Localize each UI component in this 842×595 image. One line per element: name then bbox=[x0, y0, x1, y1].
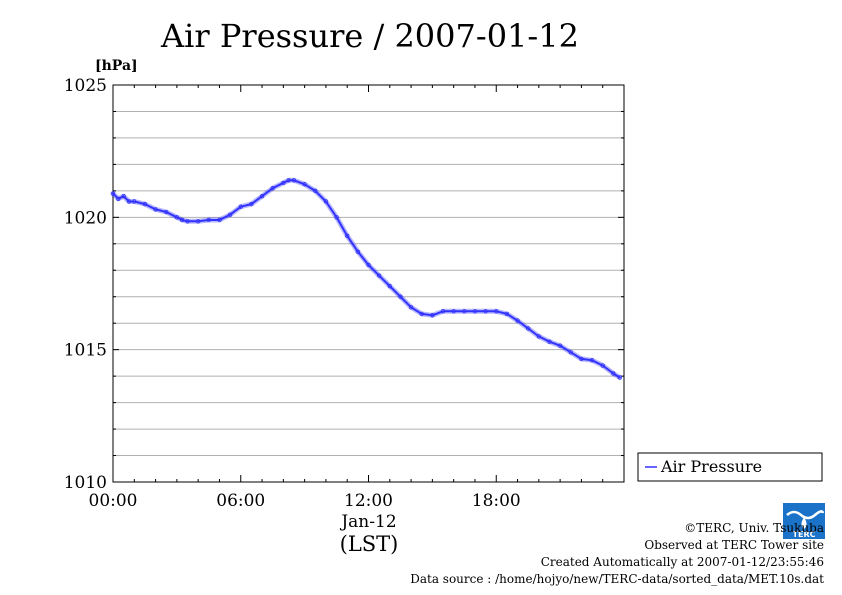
data-point bbox=[334, 215, 339, 220]
y-tick-label: 1025 bbox=[64, 76, 107, 96]
data-point bbox=[302, 182, 307, 187]
data-point bbox=[579, 356, 584, 362]
legend-box bbox=[637, 452, 823, 482]
data-point bbox=[195, 219, 201, 224]
x-tick-labels: 00:00 06:00 12:00 18:00 bbox=[89, 491, 521, 511]
credit-observed: Observed at TERC Tower site bbox=[644, 538, 824, 552]
x-tick-label: 18:00 bbox=[472, 491, 521, 511]
data-point bbox=[345, 233, 350, 239]
data-point bbox=[430, 313, 435, 318]
y-tick-labels: 1010 1015 1020 1025 bbox=[64, 76, 107, 493]
x-tick-label: 12:00 bbox=[344, 491, 393, 511]
data-point bbox=[270, 186, 275, 191]
data-point bbox=[249, 201, 254, 207]
data-point bbox=[116, 196, 121, 202]
data-point bbox=[323, 199, 329, 204]
series-line bbox=[112, 179, 621, 379]
data-point bbox=[366, 262, 371, 268]
data-point bbox=[568, 350, 573, 355]
data-point bbox=[483, 309, 488, 314]
data-point bbox=[504, 311, 510, 317]
x-tick-label: 06:00 bbox=[216, 491, 265, 511]
x-axis-date-label: Jan-12 bbox=[339, 512, 396, 532]
data-point bbox=[376, 273, 382, 278]
data-point bbox=[259, 193, 265, 199]
data-point bbox=[142, 201, 148, 207]
data-point bbox=[126, 199, 132, 204]
data-point bbox=[494, 309, 499, 314]
y-tick-label: 1010 bbox=[64, 473, 107, 493]
series-layer bbox=[110, 177, 623, 380]
data-point bbox=[313, 188, 318, 194]
data-point bbox=[440, 309, 446, 314]
data-point bbox=[451, 309, 456, 314]
data-point bbox=[589, 358, 595, 363]
data-point bbox=[600, 363, 605, 368]
series-halo bbox=[110, 177, 623, 380]
chart-title: Air Pressure / 2007-01-12 bbox=[160, 17, 579, 55]
data-point bbox=[547, 339, 552, 344]
y-tick-label: 1020 bbox=[64, 208, 107, 228]
plot-frame bbox=[112, 84, 625, 483]
data-point bbox=[387, 283, 392, 289]
logo-wave bbox=[786, 510, 825, 520]
data-point bbox=[206, 217, 212, 223]
data-point bbox=[164, 209, 169, 215]
data-point bbox=[281, 180, 286, 186]
x-tick-label: 00:00 bbox=[89, 491, 138, 511]
data-point bbox=[462, 309, 467, 314]
data-point bbox=[472, 309, 478, 314]
data-point bbox=[174, 215, 180, 220]
data-point bbox=[153, 207, 158, 212]
credit-source: Data source : /home/hojyo/new/TERC-data/… bbox=[410, 572, 824, 586]
legend-label: Air Pressure bbox=[660, 457, 762, 476]
data-point bbox=[121, 193, 126, 199]
y-axis-unit-label: [hPa] bbox=[95, 58, 138, 74]
data-point bbox=[110, 191, 116, 196]
logo-text: TERC bbox=[793, 530, 816, 539]
data-point bbox=[227, 212, 233, 217]
data-point bbox=[217, 217, 222, 223]
data-point bbox=[132, 199, 137, 204]
credit-created: Created Automatically at 2007-01-12/23:5… bbox=[540, 555, 824, 569]
legend: Air Pressure bbox=[637, 452, 823, 482]
credit-copyright: ©TERC, Univ. Tsukuba bbox=[684, 521, 824, 535]
data-point bbox=[408, 305, 414, 310]
x-axis-label: (LST) bbox=[340, 532, 399, 556]
data-point bbox=[536, 334, 542, 339]
data-point bbox=[238, 204, 243, 209]
data-point bbox=[286, 178, 291, 183]
data-point bbox=[515, 318, 520, 323]
terc-logo: TERC bbox=[783, 503, 825, 539]
data-point bbox=[185, 219, 190, 224]
data-point bbox=[525, 326, 531, 331]
axis-ticks bbox=[112, 84, 625, 483]
logo-drop bbox=[801, 517, 807, 529]
data-point bbox=[291, 178, 297, 183]
y-tick-label: 1015 bbox=[64, 341, 107, 361]
data-point bbox=[179, 217, 185, 223]
data-point bbox=[617, 375, 622, 380]
gridlines bbox=[113, 110, 624, 457]
data-point bbox=[355, 249, 361, 254]
data-point bbox=[419, 311, 424, 317]
data-point bbox=[557, 343, 563, 348]
data-point bbox=[611, 371, 616, 376]
data-point bbox=[398, 294, 403, 299]
